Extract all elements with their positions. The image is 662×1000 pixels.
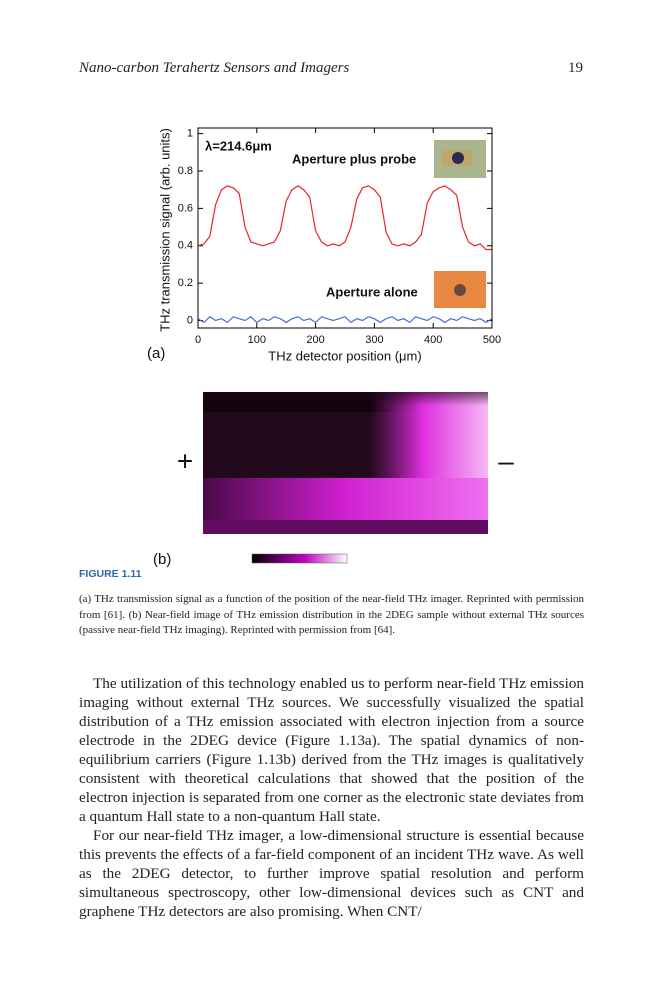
- annotation: Aperture plus probe: [292, 151, 416, 166]
- x-tick-label: 100: [248, 334, 266, 346]
- panel-label: (a): [147, 345, 165, 362]
- annotation: Aperture alone: [326, 284, 418, 299]
- y-tick-label: 0.8: [178, 165, 193, 177]
- electrode-sign: +: [177, 445, 193, 476]
- y-tick-label: 0.4: [178, 240, 193, 252]
- running-title: Nano-carbon Terahertz Sensors and Imager…: [79, 60, 350, 76]
- inset-photo: [434, 271, 486, 308]
- y-axis-label: THz transmission signal (arb. units): [157, 128, 172, 332]
- paragraph: For our near-field THz imager, a low-dim…: [79, 827, 584, 920]
- x-tick-label: 200: [306, 334, 324, 346]
- plot-frame: [197, 127, 493, 329]
- x-tick-label: 300: [365, 334, 383, 346]
- caption-label: FIGURE 1.11: [79, 568, 142, 580]
- inset-photo: [434, 140, 486, 178]
- data-line: [197, 316, 493, 324]
- electrode-sign: –: [498, 445, 514, 476]
- y-tick-label: 1: [187, 128, 193, 140]
- x-axis-label: THz detector position (μm): [268, 348, 421, 363]
- x-tick-label: 400: [424, 334, 442, 346]
- y-tick-label: 0.2: [178, 277, 193, 289]
- y-tick-label: 0: [187, 314, 193, 326]
- body-text: The utilization of this technology enabl…: [79, 674, 584, 921]
- panel-label: (b): [153, 551, 171, 568]
- colorbar: [251, 553, 348, 564]
- annotation: λ=214.6μm: [205, 138, 272, 153]
- x-tick-label: 500: [483, 334, 501, 346]
- heatmap-image: [203, 392, 488, 534]
- y-tick-label: 0.6: [178, 202, 193, 214]
- paragraph: The utilization of this technology enabl…: [79, 675, 584, 825]
- page-number: 19: [568, 60, 583, 76]
- data-line: [197, 185, 492, 251]
- caption-text: (a) THz transmission signal as a functio…: [79, 593, 584, 636]
- x-tick-label: 0: [195, 334, 201, 346]
